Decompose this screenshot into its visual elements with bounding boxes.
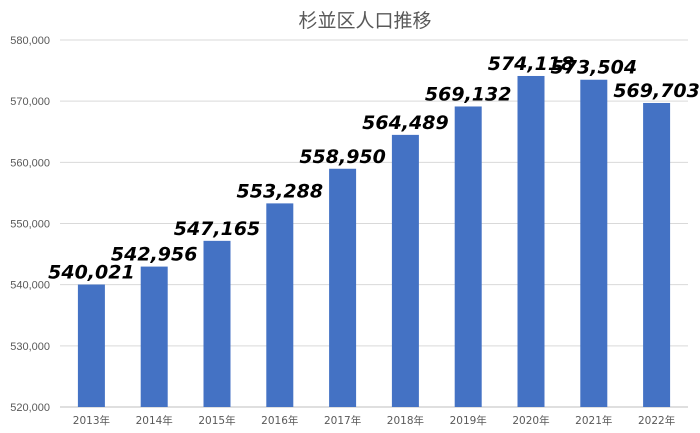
bar (140, 266, 168, 407)
y-tick-label: 550,000 (10, 219, 50, 231)
x-tick-label: 2017年 (324, 414, 361, 427)
y-tick-label: 560,000 (10, 157, 50, 169)
bar (391, 134, 419, 407)
data-label: 573,504 (551, 57, 638, 79)
data-label: 542,956 (111, 244, 198, 266)
data-label: 558,950 (299, 146, 386, 168)
x-tick-label: 2016年 (261, 414, 298, 427)
x-tick-label: 2014年 (136, 414, 173, 427)
data-label: 540,021 (48, 262, 135, 284)
data-label: 569,703 (613, 80, 700, 102)
data-label: 547,165 (174, 218, 261, 240)
bar (517, 75, 545, 407)
x-tick-label: 2015年 (198, 414, 235, 427)
bar (203, 240, 231, 407)
bar (580, 79, 608, 408)
x-tick-label: 2020年 (512, 414, 549, 427)
bar (643, 102, 671, 408)
data-label: 553,288 (237, 180, 324, 202)
x-axis-ticks: 2013年 2014年 2015年 2016年 2017年 2018年 2019年 2020年… (73, 414, 675, 427)
y-tick-label: 520,000 (10, 402, 50, 414)
bar (454, 106, 482, 407)
y-tick-label: 530,000 (10, 341, 50, 353)
y-tick-label: 570,000 (10, 96, 50, 108)
bar (77, 284, 105, 407)
chart-title: 杉並区人口推移 (298, 10, 431, 32)
x-tick-label: 2021年 (575, 414, 612, 427)
bar (266, 203, 294, 407)
y-tick-label: 540,000 (10, 280, 50, 292)
bar (329, 168, 357, 407)
bars (77, 75, 671, 408)
y-tick-label: 580,000 (10, 35, 50, 47)
data-label: 564,489 (362, 112, 449, 134)
data-label: 574,118 (488, 53, 575, 75)
x-tick-label: 2022年 (638, 414, 675, 427)
x-tick-label: 2013年 (73, 414, 110, 427)
x-tick-label: 2018年 (387, 414, 424, 427)
x-tick-label: 2019年 (450, 414, 487, 427)
y-axis-ticks: 520,000 530,000 540,000 550,000 560,000 570,0… (10, 35, 50, 414)
data-label: 569,132 (425, 83, 512, 105)
